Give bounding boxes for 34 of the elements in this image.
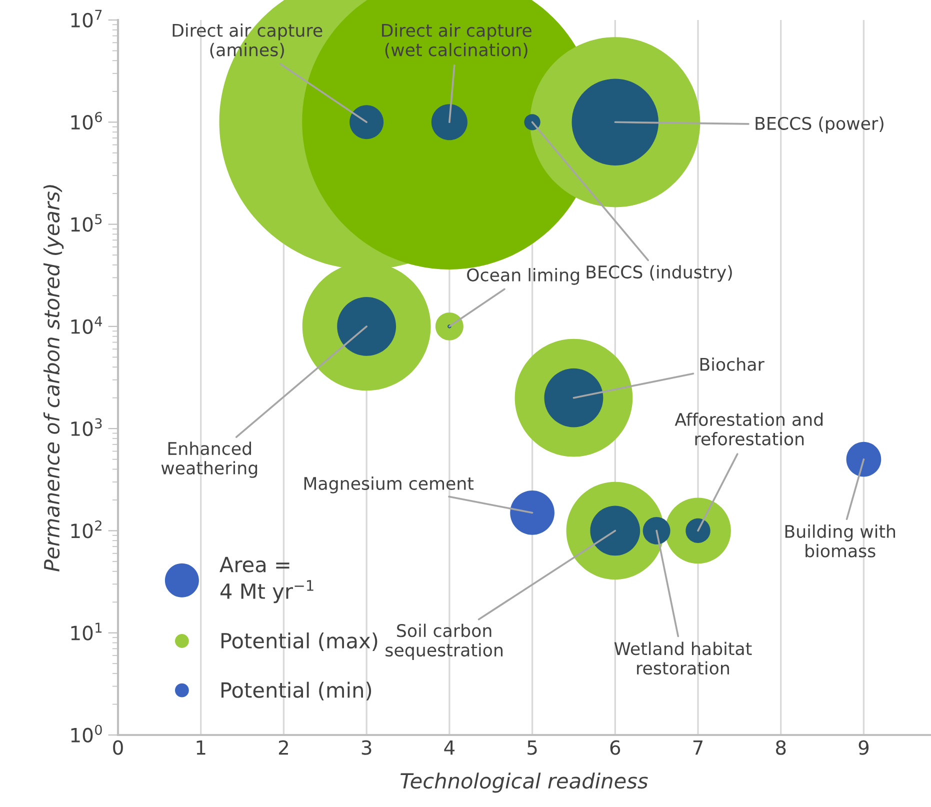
- annotation: Magnesium cement: [304, 476, 474, 494]
- y-axis-title: Permanence of carbon stored (years): [43, 185, 64, 572]
- annotation: BECCS (power): [756, 116, 884, 134]
- y-tick-label: 10$^{2}$: [71, 520, 102, 538]
- annotation: Wetland habitat restoration: [614, 642, 752, 675]
- legend-label: Potential (min): [221, 682, 372, 700]
- annotation: Direct air capture (wet calcination): [382, 23, 532, 58]
- x-tick-label: 2: [278, 740, 288, 755]
- annotation: Ocean liming: [467, 268, 579, 285]
- y-tick-label: 10$^{7}$: [71, 10, 102, 28]
- x-tick-label: 3: [362, 740, 372, 755]
- x-tick-label: 1: [196, 740, 206, 755]
- x-tick-label: 5: [528, 740, 537, 755]
- legend-label: Potential (max): [221, 632, 378, 652]
- x-tick-label: 0: [113, 740, 123, 755]
- annotation: Enhanced weathering: [161, 442, 258, 478]
- x-tick-label: 9: [858, 740, 869, 755]
- legend-label: Area = 4 Mt yr$^{−1}$: [220, 556, 314, 604]
- y-tick-label: 10$^{5}$: [71, 214, 102, 232]
- annotation: BECCS (industry): [586, 265, 732, 282]
- y-tick-label: 10$^{3}$: [71, 418, 102, 436]
- annotation: Afforestation and reforestation: [674, 412, 823, 446]
- y-tick-label: 10$^{6}$: [71, 112, 102, 130]
- annotation: Biochar: [700, 357, 764, 371]
- y-tick-label: 10$^{0}$: [71, 724, 102, 743]
- x-tick-label: 4: [444, 740, 455, 755]
- y-tick-label: 10$^{4}$: [71, 316, 102, 334]
- annotation: Building with biomass: [785, 524, 896, 558]
- x-tick-label: 7: [693, 740, 703, 755]
- x-tick-label: 8: [776, 740, 786, 755]
- y-tick-label: 10$^{1}$: [71, 622, 102, 640]
- x-axis-title: Technological readiness: [400, 772, 648, 793]
- x-tick-label: 6: [610, 740, 620, 755]
- annotation: Soil carbon sequestration: [386, 624, 502, 660]
